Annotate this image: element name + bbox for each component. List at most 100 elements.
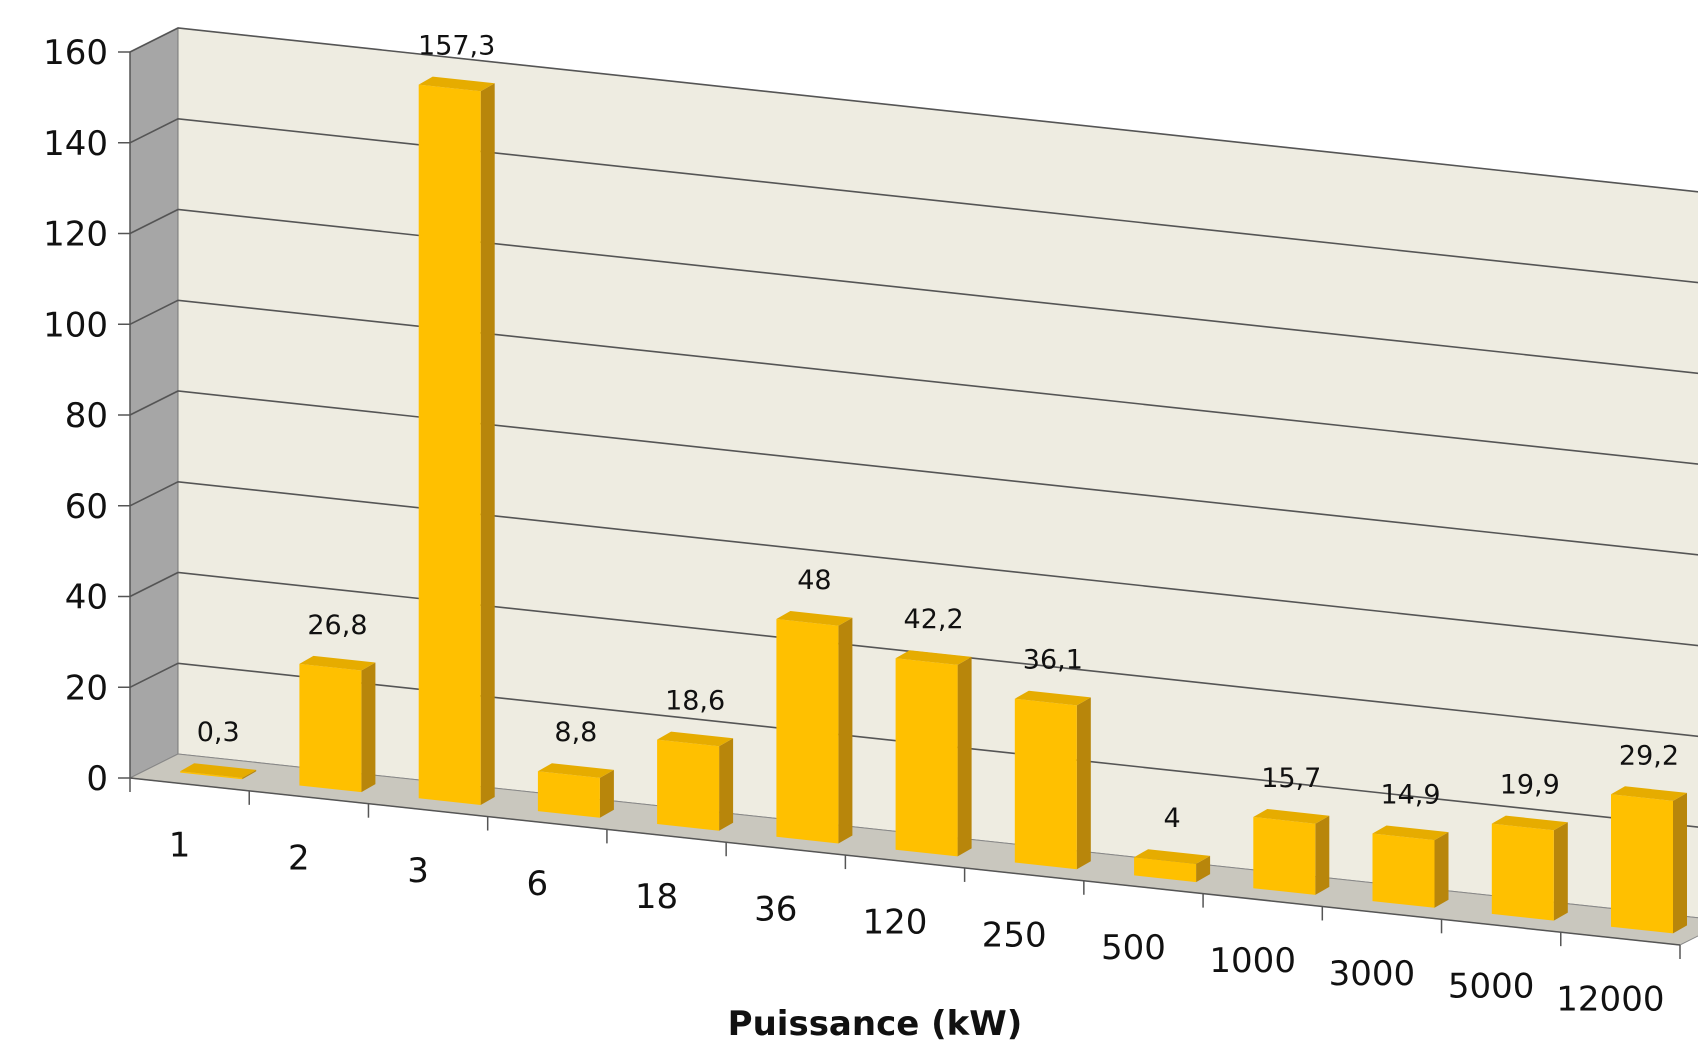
- data-label: 19,9: [1500, 770, 1560, 801]
- bar-top: [657, 731, 734, 747]
- y-tick-labels: 0 20 40 60 80 100 120 140 160: [43, 33, 108, 799]
- axes: [118, 51, 1681, 959]
- x-tick-label: 6: [526, 864, 548, 904]
- bar: [1014, 690, 1091, 870]
- y-tick-label: 60: [65, 487, 108, 527]
- bar-front: [895, 658, 958, 857]
- bar-top: [537, 763, 614, 778]
- gridlines: [129, 27, 1698, 828]
- bar: [1372, 825, 1449, 908]
- bar: [1134, 849, 1211, 883]
- y-tick-label: 160: [43, 33, 108, 73]
- bar-side: [1673, 792, 1687, 934]
- bar-side: [957, 656, 972, 857]
- gridline: [129, 480, 1698, 647]
- data-label: 157,3: [418, 31, 495, 62]
- bar-front: [1253, 817, 1316, 895]
- data-label: 29,2: [1619, 740, 1679, 771]
- bar-top: [1372, 825, 1449, 841]
- bar: [537, 763, 614, 818]
- bar-front: [1491, 823, 1554, 921]
- gridline: [129, 390, 1698, 556]
- bar-side: [1196, 855, 1211, 883]
- bar: [1253, 809, 1330, 895]
- bar-front: [418, 84, 481, 806]
- x-tick-label: 3: [407, 851, 429, 891]
- y-tick-label: 120: [43, 215, 108, 255]
- bar-front: [537, 771, 600, 818]
- y-tick-label: 100: [43, 305, 108, 345]
- bar: [657, 731, 734, 831]
- x-tick-label: 12000: [1556, 980, 1664, 1020]
- bar-side: [838, 617, 853, 844]
- bar-front: [1611, 794, 1673, 934]
- bar-side: [1553, 822, 1568, 921]
- bar-top: [1253, 809, 1330, 824]
- x-axis-title: Puissance (kW): [728, 1004, 1023, 1044]
- bar-front: [776, 619, 839, 844]
- gridline: [129, 299, 1698, 465]
- data-label: 8,8: [554, 717, 597, 748]
- x-tick-label: 500: [1101, 928, 1166, 968]
- bar-top: [299, 655, 376, 671]
- x-tick-label: 2: [288, 838, 310, 878]
- bar-side: [1315, 815, 1330, 895]
- bar-side: [242, 769, 257, 780]
- bar-side: [719, 738, 734, 831]
- x-tick-labels: 1 2 3 6 18 36 120 250 500 1000 3000 5000 12000: [169, 825, 1665, 1019]
- x-tick-label: 36: [754, 890, 797, 930]
- data-label: 18,6: [665, 686, 725, 717]
- y-tick-label: 80: [65, 396, 108, 436]
- y-tick-label: 0: [86, 759, 108, 799]
- data-label: 48: [797, 565, 831, 596]
- data-label: 0,3: [197, 717, 240, 748]
- x-tick-label: 250: [982, 915, 1047, 955]
- bar-front: [1134, 857, 1197, 883]
- bar: [1611, 786, 1687, 934]
- bar-top: [776, 611, 853, 626]
- bar-top: [1134, 849, 1211, 864]
- bar-top: [1491, 815, 1568, 831]
- bar: [1491, 815, 1568, 921]
- bar-top: [895, 650, 972, 665]
- y-tick-label: 20: [65, 668, 108, 708]
- gridline: [129, 662, 1698, 828]
- bar-front: [299, 663, 362, 793]
- bar: [895, 650, 972, 857]
- x-tick-label: 5000: [1448, 967, 1535, 1007]
- bar-side: [480, 83, 495, 805]
- bar-front: [657, 739, 720, 831]
- bar-front: [1372, 833, 1435, 908]
- bar-side: [599, 769, 614, 818]
- bar: [180, 763, 257, 780]
- y-tick-label: 140: [43, 124, 108, 164]
- bar-side: [1076, 697, 1091, 870]
- x-tick-label: 3000: [1329, 954, 1416, 994]
- x-tick-label: 1000: [1209, 941, 1296, 981]
- x-axis-line: [129, 777, 1681, 946]
- bar-top: [1014, 690, 1091, 706]
- bar-front: [180, 771, 243, 780]
- data-label: 42,2: [904, 604, 964, 635]
- gridline: [129, 117, 1698, 284]
- x-tick-label: 18: [635, 877, 678, 917]
- data-label: 26,8: [307, 610, 367, 641]
- bar-top: [418, 76, 495, 92]
- data-label: 36,1: [1023, 645, 1083, 676]
- gridline: [129, 208, 1698, 375]
- bar-side: [361, 662, 376, 793]
- bar: [418, 76, 495, 806]
- data-label: 15,7: [1261, 763, 1321, 794]
- bar: [299, 655, 376, 793]
- data-labels: 0,3 26,8 157,3 8,8 18,6 48 42,2 36,1 4 15,7 14,9 19…: [197, 31, 1679, 835]
- bar-top: [180, 763, 257, 778]
- y-tick-label: 40: [65, 578, 108, 618]
- bars: [180, 76, 1687, 934]
- bar-side: [1434, 832, 1449, 908]
- data-label: 14,9: [1380, 779, 1440, 810]
- gridline: [129, 27, 1698, 193]
- data-label: 4: [1163, 803, 1180, 834]
- bar: [776, 611, 853, 844]
